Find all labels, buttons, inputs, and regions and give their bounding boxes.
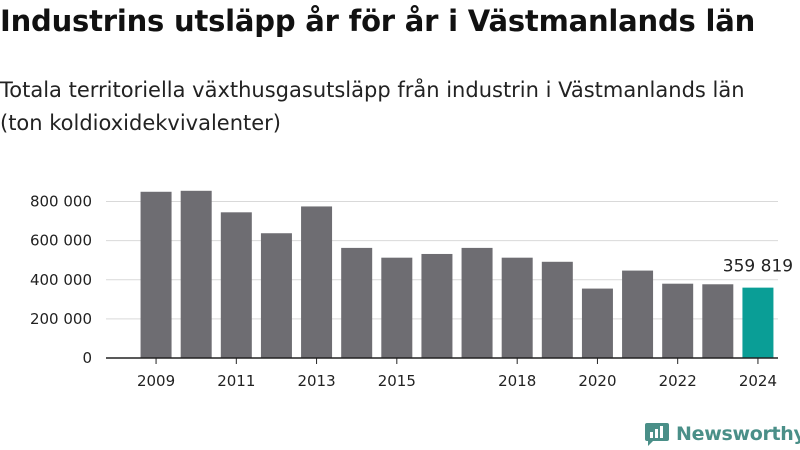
bar — [541, 261, 573, 358]
bar — [180, 190, 212, 358]
bar — [421, 253, 453, 358]
bar — [622, 270, 654, 358]
bar — [220, 212, 252, 358]
bar — [702, 284, 734, 358]
newsworthy-icon — [645, 423, 669, 446]
chart-subtitle: Totala territoriella växthusgasutsläpp f… — [0, 78, 745, 135]
bar — [341, 247, 373, 358]
brand-name: Newsworthy — [676, 423, 800, 445]
bar — [140, 191, 172, 358]
bar — [260, 233, 292, 358]
y-tick-label: 800 000 — [30, 193, 92, 211]
x-tick-label: 2011 — [217, 372, 255, 390]
x-tick-label: 2018 — [498, 372, 536, 390]
bar — [381, 257, 413, 358]
data-label: 359 819 — [723, 257, 793, 277]
x-tick-label: 2013 — [297, 372, 335, 390]
x-tick-label: 2009 — [137, 372, 175, 390]
y-tick-label: 600 000 — [30, 232, 92, 250]
y-tick-label: 200 000 — [30, 310, 92, 328]
x-tick-label: 2022 — [659, 372, 697, 390]
bar — [461, 247, 493, 358]
x-tick-label: 2015 — [378, 372, 416, 390]
x-tick-label: 2020 — [578, 372, 616, 390]
y-tick-label: 0 — [82, 349, 92, 367]
bar — [501, 257, 533, 358]
x-tick-label: 2024 — [739, 372, 777, 390]
newsworthy-logo: Newsworthy — [644, 420, 800, 448]
chart-title: Industrins utsläpp år för år i Västmanla… — [0, 4, 756, 38]
bar — [742, 287, 774, 358]
y-tick-label: 400 000 — [30, 271, 92, 289]
bar — [581, 288, 613, 358]
bar — [662, 283, 694, 358]
bar — [301, 206, 333, 358]
